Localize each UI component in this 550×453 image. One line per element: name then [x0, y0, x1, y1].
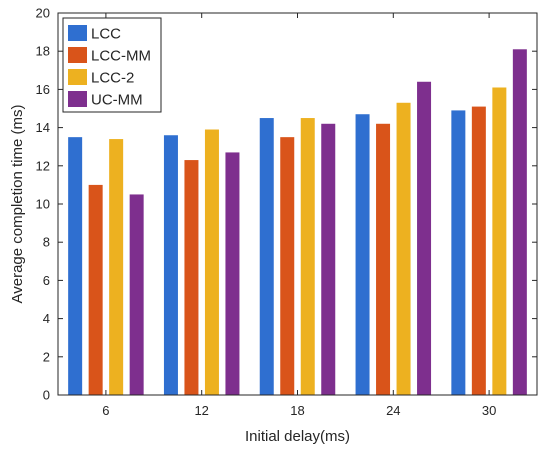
legend-label-uc-mm: UC-MM — [91, 92, 143, 109]
bar-lcc-2-6 — [109, 139, 124, 395]
bar-lcc-30 — [451, 110, 466, 395]
bar-lcc-2-30 — [492, 87, 507, 396]
bar-lcc-18 — [259, 118, 274, 396]
bar-lcc-mm-30 — [471, 106, 486, 395]
x-tick-label: 18 — [290, 403, 304, 418]
x-tick-label: 12 — [194, 403, 208, 418]
bar-uc-mm-12 — [225, 152, 240, 395]
bar-lcc-6 — [68, 137, 83, 395]
bar-lcc-mm-18 — [280, 137, 295, 395]
legend-swatch-lcc-2 — [68, 69, 87, 85]
bar-uc-mm-30 — [512, 49, 527, 395]
y-tick-label: 10 — [36, 197, 50, 212]
bar-lcc-24 — [355, 114, 370, 395]
legend-swatch-lcc-mm — [68, 47, 87, 63]
bar-lcc-mm-24 — [376, 123, 391, 395]
y-tick-label: 16 — [36, 82, 50, 97]
legend-label-lcc-2: LCC-2 — [91, 70, 134, 87]
y-tick-label: 0 — [43, 388, 50, 403]
bar-uc-mm-6 — [129, 194, 144, 395]
y-tick-label: 12 — [36, 158, 50, 173]
legend-swatch-uc-mm — [68, 91, 87, 107]
bar-uc-mm-24 — [417, 81, 432, 395]
bar-lcc-12 — [163, 135, 178, 396]
bar-lcc-2-18 — [300, 118, 315, 396]
x-tick-label: 30 — [482, 403, 496, 418]
y-tick-label: 6 — [43, 273, 50, 288]
bar-lcc-mm-6 — [88, 184, 103, 395]
legend-swatch-lcc — [68, 25, 87, 41]
y-tick-label: 18 — [36, 44, 50, 59]
legend-label-lcc: LCC — [91, 26, 121, 43]
y-tick-label: 4 — [43, 311, 50, 326]
y-axis-label: Average completion time (ms) — [9, 105, 26, 304]
legend-label-lcc-mm: LCC-MM — [91, 48, 151, 65]
y-tick-label: 14 — [36, 120, 50, 135]
bar-uc-mm-18 — [321, 123, 336, 395]
legend: LCC LCC-MM LCC-2 UC-MM — [62, 17, 162, 113]
bars-layer — [68, 49, 527, 396]
bar-lcc-2-12 — [204, 129, 219, 395]
x-tick-label: 6 — [102, 403, 109, 418]
y-tick-label: 2 — [43, 349, 50, 364]
x-axis-label: Initial delay(ms) — [245, 428, 350, 445]
y-tick-label: 8 — [43, 235, 50, 250]
bar-lcc-2-24 — [396, 102, 411, 396]
y-tick-label: 20 — [36, 6, 50, 21]
bar-lcc-mm-12 — [184, 160, 199, 395]
x-tick-label: 24 — [386, 403, 400, 418]
